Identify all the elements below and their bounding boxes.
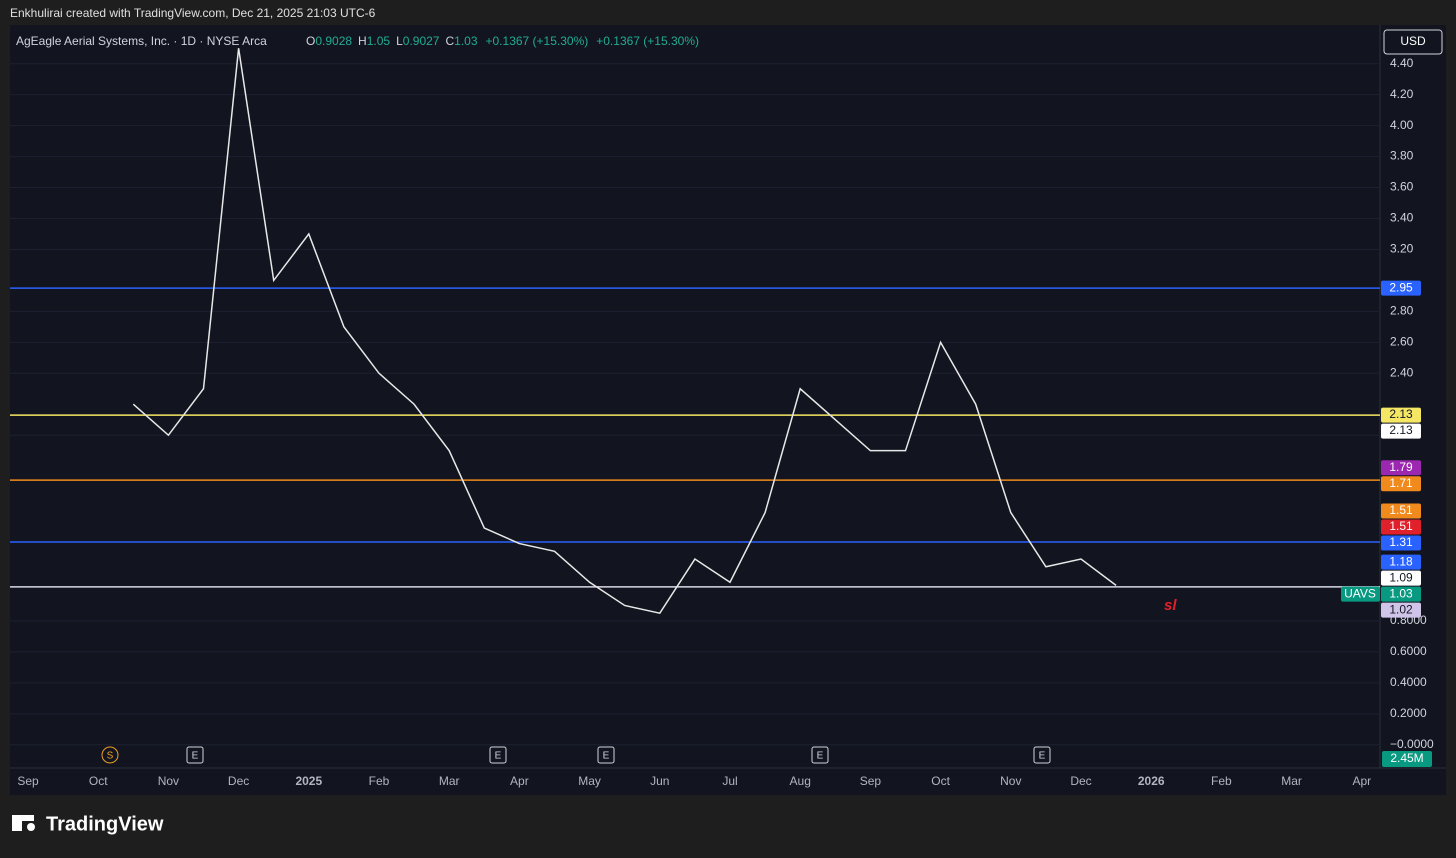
price-label-box	[1381, 570, 1421, 586]
event-marker	[597, 746, 615, 764]
change: +0.1367 (+15.30%)	[486, 34, 589, 48]
event-label: S	[107, 751, 114, 762]
volume-label: 2.45M	[1390, 751, 1423, 765]
price-label-box	[1381, 519, 1421, 535]
price-label-box	[1381, 280, 1421, 296]
y-tick-label: 4.40	[1390, 56, 1414, 70]
logo-mark	[12, 815, 22, 831]
event-marker	[811, 746, 829, 764]
event-marker	[101, 746, 119, 764]
price-label-box	[1381, 476, 1421, 492]
price-label-box	[1381, 407, 1421, 423]
x-tick-label: Mar	[439, 774, 460, 788]
x-tick-label: Jul	[722, 774, 737, 788]
price-line	[132, 48, 1117, 615]
x-tick-label: 2026	[1138, 774, 1165, 788]
x-tick-label: Feb	[369, 774, 390, 788]
y-tick-label: 4.00	[1390, 118, 1414, 132]
x-tick-label: Oct	[931, 774, 950, 788]
price-label-box	[1381, 535, 1421, 551]
y-tick-label: −0.0000	[1390, 737, 1434, 751]
y-tick-label: 2.80	[1390, 304, 1414, 318]
header: Enkhulirai created with TradingView.com,…	[10, 6, 376, 20]
price-label: 1.79	[1389, 460, 1413, 474]
event-label: E	[192, 751, 199, 762]
event-marker	[1033, 746, 1051, 764]
y-tick-label: 0.4000	[1390, 675, 1427, 689]
x-tick-label: Sep	[17, 774, 39, 788]
ohlc-key: H	[358, 34, 367, 48]
price-label: 2.95	[1389, 280, 1413, 294]
price-label: 2.13	[1389, 407, 1413, 421]
x-tick-label: Jun	[650, 774, 669, 788]
change: +0.1367 (+15.30%)	[596, 34, 699, 48]
y-tick-label: 3.80	[1390, 149, 1414, 163]
price-label-box	[1381, 423, 1421, 439]
price-label: 2.13	[1389, 423, 1413, 437]
ohlc-value: 1.05	[367, 34, 391, 48]
ohlc-key: O	[306, 34, 315, 48]
y-tick-label: 2.60	[1390, 334, 1414, 348]
ohlc-key: C	[445, 34, 454, 48]
x-tick-label: Oct	[89, 774, 108, 788]
logo-mark	[27, 823, 35, 831]
x-tick-label: Dec	[1070, 774, 1091, 788]
x-tick-label: Apr	[1352, 774, 1371, 788]
ohlc-value: 1.03	[454, 34, 478, 48]
ticker-box	[1341, 586, 1380, 602]
price-label-box	[1381, 602, 1421, 618]
symbol-title: AgEagle Aerial Systems, Inc. · 1D · NYSE…	[16, 34, 267, 48]
y-tick-label: 4.20	[1390, 87, 1414, 101]
price-label: 1.09	[1389, 570, 1413, 584]
price-label: 1.51	[1389, 519, 1413, 533]
ticker: UAVS	[1344, 586, 1376, 600]
event-label: E	[1039, 751, 1046, 762]
x-tick-label: May	[578, 774, 601, 788]
event-label: E	[603, 751, 610, 762]
logo: TradingView	[12, 813, 164, 835]
logo-mark	[12, 815, 34, 821]
y-tick-label: 2.40	[1390, 365, 1414, 379]
price-label-box	[1381, 503, 1421, 519]
x-tick-label: 2025	[295, 774, 322, 788]
price-label: 1.02	[1389, 602, 1413, 616]
event-label: E	[495, 751, 502, 762]
ohlc-value: 0.9028	[315, 34, 352, 48]
y-tick-label: 3.20	[1390, 242, 1414, 256]
ohlc-legend: O0.9028 H1.05 L0.9027 C1.03 +0.1367 (+15.30%…	[306, 34, 699, 48]
price-label: 1.03	[1389, 586, 1413, 600]
y-tick-label: 0.6000	[1390, 644, 1427, 658]
x-tick-label: Aug	[790, 774, 811, 788]
event-label: E	[817, 751, 824, 762]
price-label-box	[1381, 460, 1421, 476]
price-label: 1.51	[1389, 503, 1413, 517]
x-tick-label: Dec	[228, 774, 249, 788]
currency: USD	[1400, 34, 1426, 48]
price-label-box	[1381, 586, 1421, 602]
price-label: 1.71	[1389, 476, 1413, 490]
x-tick-label: Nov	[158, 774, 179, 788]
price-label: 1.31	[1389, 535, 1413, 549]
x-tick-label: Mar	[1281, 774, 1302, 788]
price-label: 1.18	[1389, 554, 1413, 568]
x-tick-label: Apr	[510, 774, 529, 788]
y-tick-label: 0.2000	[1390, 706, 1427, 720]
annotation: sl	[1164, 597, 1177, 614]
x-tick-label: Feb	[1211, 774, 1232, 788]
footer-brand: TradingView	[46, 813, 164, 835]
y-tick-label: 3.40	[1390, 211, 1414, 225]
volume-label-box	[1382, 751, 1432, 767]
price-label-box	[1381, 554, 1421, 570]
ohlc-key: L	[396, 34, 403, 48]
x-tick-label: Sep	[860, 774, 882, 788]
y-tick-label: 3.60	[1390, 180, 1414, 194]
x-tick-label: Nov	[1000, 774, 1021, 788]
event-marker	[186, 746, 204, 764]
currency-box[interactable]	[1383, 29, 1443, 55]
event-marker	[489, 746, 507, 764]
ohlc-value: 0.9027	[403, 34, 440, 48]
chart-area	[10, 25, 1446, 795]
